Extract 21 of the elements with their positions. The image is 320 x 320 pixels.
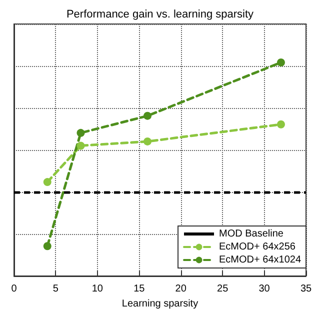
x-tick-label: 35 <box>300 284 312 294</box>
legend-label: MOD Baseline <box>219 228 284 240</box>
point <box>276 120 285 128</box>
x-tick-label: 25 <box>217 284 229 294</box>
point <box>43 242 52 250</box>
point <box>76 142 85 150</box>
x-tick-label: 0 <box>11 284 18 294</box>
legend-label: EcMOD+ 64x1024 <box>219 254 302 266</box>
point <box>276 58 285 66</box>
x-tick-label: 30 <box>258 284 270 294</box>
point <box>143 112 152 120</box>
legend-label: EcMOD+ 64x256 <box>219 242 296 252</box>
x-tick-label: 10 <box>92 284 104 294</box>
point <box>143 137 152 146</box>
point <box>43 178 52 186</box>
x-tick-label: 15 <box>134 284 146 294</box>
x-axis-title: Learning sparsity <box>122 298 198 310</box>
x-tick-label: 5 <box>52 284 59 294</box>
x-tick-label: 20 <box>175 284 187 294</box>
point <box>76 128 85 137</box>
chart-title: Performance gain vs. learning sparsity <box>66 8 254 20</box>
